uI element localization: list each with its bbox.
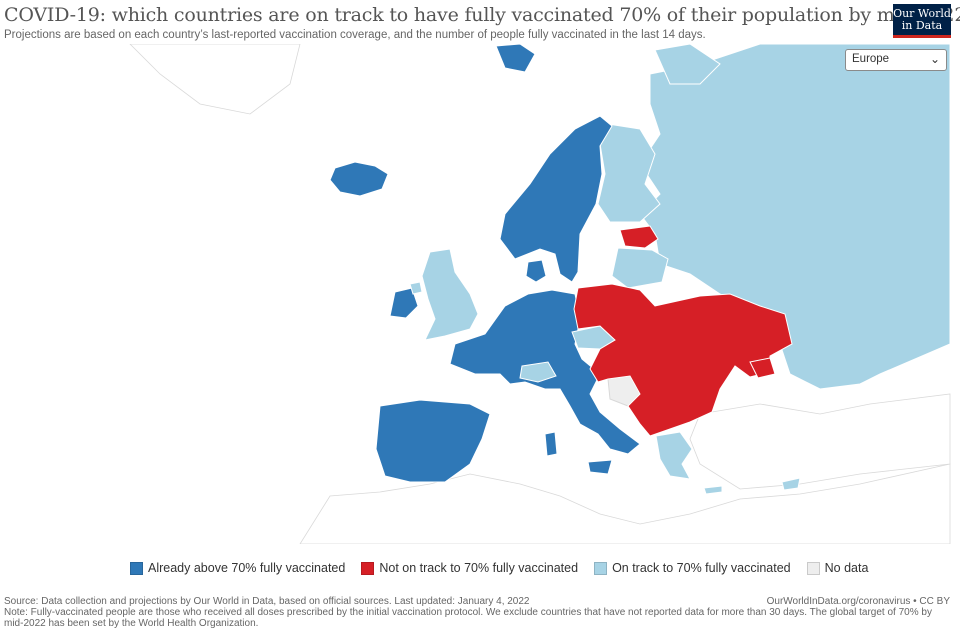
credit-link[interactable]: OurWorldInData.org/coronavirus • CC BY: [766, 596, 950, 607]
region-dropdown[interactable]: Europe ⌄: [845, 49, 947, 71]
legend-label: No data: [824, 561, 869, 575]
region-novaya-zemlya[interactable]: [654, 44, 721, 85]
chevron-down-icon: ⌄: [929, 52, 940, 66]
region-crete[interactable]: [703, 485, 723, 495]
region-crimea[interactable]: [749, 357, 776, 379]
map-legend: Already above 70% fully vaccinated Not o…: [130, 561, 868, 575]
logo-line-1: Our World: [893, 7, 951, 20]
region-cyprus[interactable]: [781, 477, 801, 491]
note-text: Note: Fully-vaccinated people are those …: [4, 607, 932, 629]
legend-label: Not on track to 70% fully vaccinated: [379, 561, 579, 575]
legend-item-no-data[interactable]: No data: [806, 561, 869, 575]
africa-land: [299, 463, 951, 544]
chart-subtitle: Projections are based on each country’s …: [4, 29, 706, 41]
owid-logo[interactable]: Our World in Data: [893, 4, 951, 38]
region-dropdown-value: Europe: [852, 53, 890, 65]
logo-line-2: in Data: [901, 19, 943, 32]
region-finland[interactable]: [597, 123, 661, 223]
region-estonia[interactable]: [619, 225, 659, 249]
legend-swatch: [806, 561, 820, 575]
region-eastern-europe[interactable]: [573, 283, 793, 437]
region-iceland[interactable]: [329, 161, 389, 197]
region-sardinia[interactable]: [544, 431, 558, 457]
greenland-land: [129, 44, 301, 115]
legend-item-not-on-track[interactable]: Not on track to 70% fully vaccinated: [361, 561, 578, 575]
region-uk[interactable]: [421, 248, 479, 341]
legend-swatch: [361, 561, 375, 575]
chart-title: COVID-19: which countries are on track t…: [4, 4, 960, 26]
region-sicily[interactable]: [587, 459, 613, 475]
legend-item-on-track[interactable]: On track to 70% fully vaccinated: [594, 561, 791, 575]
region-iberia[interactable]: [375, 399, 491, 483]
region-greece[interactable]: [655, 431, 693, 480]
region-ireland[interactable]: [389, 287, 419, 319]
middle-east-land: [689, 393, 951, 490]
region-northern-ireland[interactable]: [409, 281, 423, 295]
legend-item-above[interactable]: Already above 70% fully vaccinated: [130, 561, 345, 575]
legend-swatch: [130, 561, 143, 575]
legend-label: On track to 70% fully vaccinated: [612, 561, 791, 575]
region-norway-sweden[interactable]: [499, 115, 613, 283]
region-latvia-lithuania[interactable]: [611, 247, 669, 289]
region-svalbard[interactable]: [495, 44, 536, 73]
legend-swatch: [594, 561, 608, 575]
region-denmark[interactable]: [525, 259, 547, 283]
legend-label: Already above 70% fully vaccinated: [148, 561, 346, 575]
region-switzerland[interactable]: [519, 361, 557, 383]
europe-map: [129, 44, 951, 544]
source-text: Source: Data collection and projections …: [4, 596, 530, 607]
